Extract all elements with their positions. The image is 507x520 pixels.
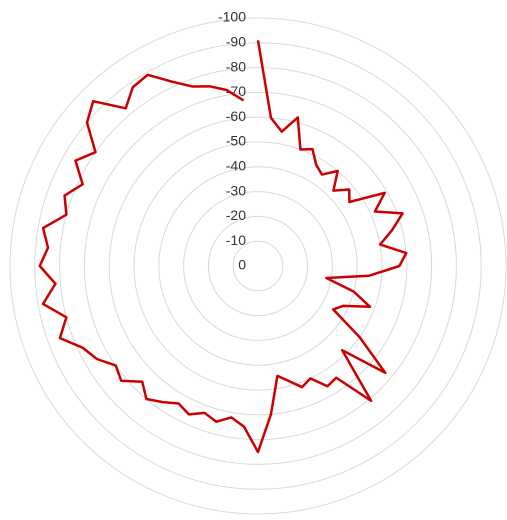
grid-ring xyxy=(158,166,358,366)
grid-ring xyxy=(59,67,457,465)
r-tick-label: -30 xyxy=(226,182,246,198)
r-tick-label: -20 xyxy=(226,207,246,223)
r-tick-label: -70 xyxy=(226,83,246,99)
grid-ring xyxy=(9,17,507,515)
r-tick-label: 0 xyxy=(238,257,246,273)
grid-ring xyxy=(207,215,309,317)
r-tick-label: -80 xyxy=(226,58,246,74)
r-tick-label: -40 xyxy=(226,158,246,174)
r-tick-label: -100 xyxy=(218,9,246,25)
grid-ring xyxy=(183,191,333,341)
grid-ring xyxy=(232,240,284,292)
r-tick-label: -60 xyxy=(226,108,246,124)
grid-ring xyxy=(83,91,433,441)
grid-ring xyxy=(133,141,383,391)
series-line xyxy=(38,40,408,454)
r-tick-label: -10 xyxy=(226,232,246,248)
grid-ring xyxy=(34,42,482,490)
r-tick-label: -50 xyxy=(226,133,246,149)
grid-ring xyxy=(108,116,408,416)
r-tick-label: -90 xyxy=(226,34,246,50)
